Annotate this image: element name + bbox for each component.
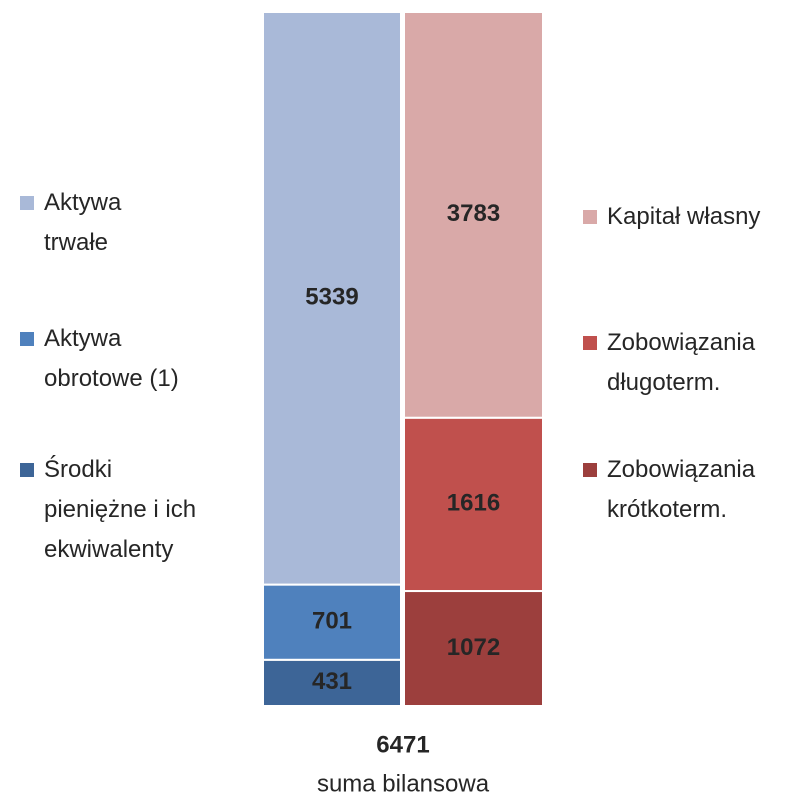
- legend-swatch: [583, 463, 597, 477]
- legend-swatch: [583, 210, 597, 224]
- legend-label: Aktywa obrotowe (1): [44, 325, 179, 392]
- legend-label: Środki pieniężne i ich ekwiwalenty: [44, 456, 197, 563]
- bar-segment: [262, 11, 402, 586]
- total-value: 6471: [376, 731, 429, 758]
- bar-segment: [403, 11, 544, 419]
- data-label: 701: [312, 608, 352, 635]
- legend-swatch: [20, 196, 34, 210]
- legend-label: Zobowiązania długoterm.: [607, 329, 756, 396]
- legend-label: Kapitał własny: [607, 203, 761, 230]
- legend-swatch: [583, 336, 597, 350]
- bar-segment: [403, 590, 544, 708]
- legend-swatch: [20, 332, 34, 346]
- total-label: suma bilansowa: [317, 770, 490, 797]
- bar-segment: [262, 583, 402, 661]
- data-label: 431: [312, 668, 352, 695]
- legend-swatch: [20, 463, 34, 477]
- legend-label: Zobowiązania krótkoterm.: [607, 456, 756, 523]
- data-label: 1616: [447, 490, 500, 517]
- bar-segment: [403, 416, 544, 593]
- data-label: 3783: [447, 200, 500, 227]
- legend-label: Aktywa trwałe: [44, 189, 122, 256]
- data-label: 5339: [305, 284, 358, 311]
- data-label: 1072: [447, 634, 500, 661]
